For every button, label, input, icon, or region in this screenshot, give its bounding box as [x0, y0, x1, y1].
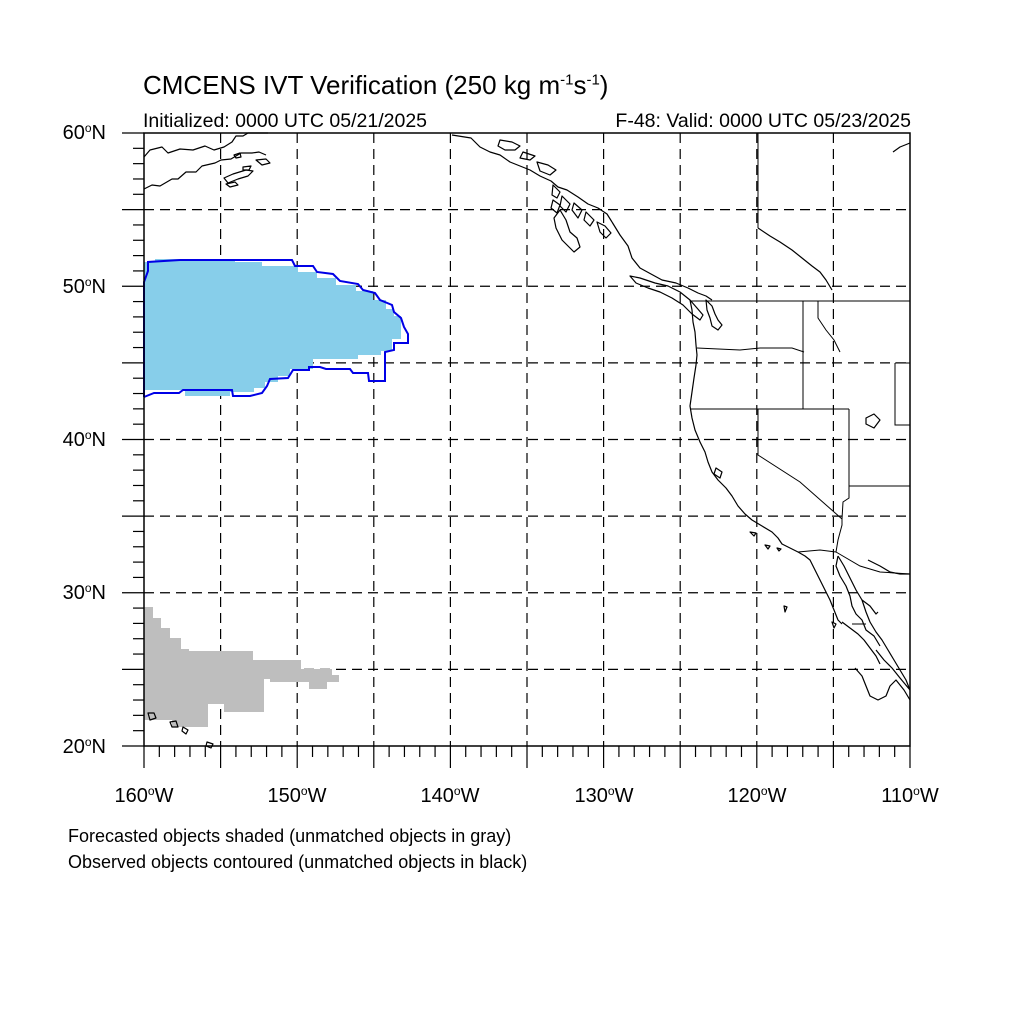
lat-label-40n: 40oN	[62, 428, 106, 451]
lat-label-60n: 60oN	[62, 121, 106, 144]
axis-ticks	[122, 132, 911, 768]
lat-label-50n: 50oN	[62, 275, 106, 298]
lon-label-120w: 120oW	[727, 784, 787, 807]
lat-label-20n: 20oN	[62, 735, 106, 758]
valid-time: F-48: Valid: 0000 UTC 05/23/2025	[615, 110, 911, 132]
footnote-forecast: Forecasted objects shaded (unmatched obj…	[68, 826, 512, 846]
lon-label-130w: 130oW	[574, 784, 634, 807]
matched-observed-contour	[143, 259, 409, 398]
political-boundaries	[690, 133, 911, 625]
matched-forecast-object	[144, 259, 401, 396]
lon-label-160w: 160oW	[114, 784, 174, 807]
grid-lines	[144, 133, 910, 746]
lat-label-30n: 30oN	[62, 581, 106, 604]
lon-label-150w: 150oW	[267, 784, 327, 807]
lon-label-140w: 140oW	[420, 784, 480, 807]
coastlines	[143, 132, 911, 749]
footnote-observed: Observed objects contoured (unmatched ob…	[68, 852, 528, 872]
initialized-time: Initialized: 0000 UTC 05/21/2025	[143, 110, 428, 132]
map-title: CMCENS IVT Verification (250 kg m-1s-1)	[143, 70, 609, 100]
unmatched-forecast-object	[144, 607, 339, 727]
lon-label-110w: 110oW	[881, 784, 939, 807]
